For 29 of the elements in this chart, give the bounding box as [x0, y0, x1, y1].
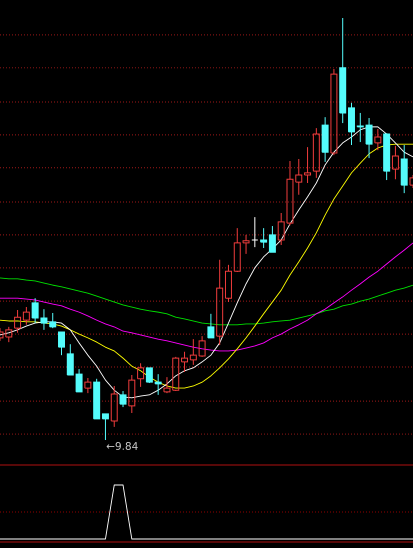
candlestick	[5, 326, 12, 343]
candlestick	[216, 259, 224, 346]
candlestick	[120, 390, 127, 408]
candlestick	[181, 351, 188, 373]
candlestick	[392, 145, 399, 180]
candlestick	[286, 160, 294, 226]
candlestick	[251, 216, 258, 248]
candlestick	[374, 128, 382, 151]
candlestick	[348, 102, 355, 146]
candlestick	[84, 377, 92, 394]
candlestick	[14, 310, 22, 334]
candlestick	[400, 144, 408, 194]
candlestick	[242, 234, 250, 254]
candlestick	[260, 228, 268, 248]
candlestick	[32, 298, 39, 324]
candlestick	[172, 356, 180, 392]
candlestick	[137, 362, 144, 388]
candlestick	[322, 116, 329, 162]
candlestick	[224, 264, 232, 302]
text: ←9.84	[106, 442, 138, 450]
candlestick	[163, 376, 170, 394]
candlestick	[110, 385, 118, 428]
candlestick	[128, 374, 136, 414]
candlestick	[330, 68, 338, 156]
candlestick	[22, 306, 30, 326]
candlestick	[234, 228, 241, 273]
candlestick	[339, 17, 346, 124]
candlestick	[278, 212, 285, 246]
candlestick	[312, 128, 320, 178]
